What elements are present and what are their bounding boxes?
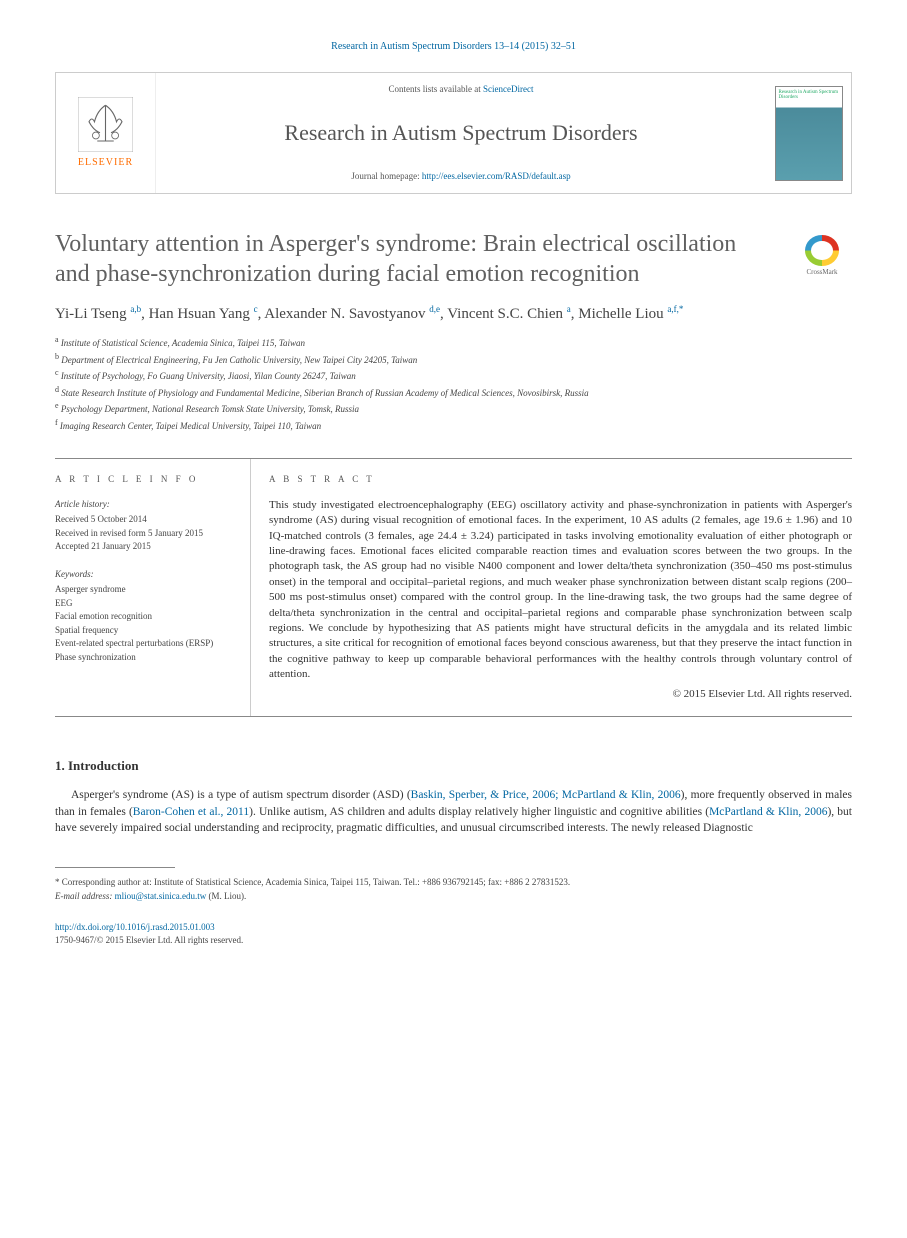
article-info: A R T I C L E I N F O Article history: R…: [55, 459, 250, 716]
doi-link[interactable]: http://dx.doi.org/10.1016/j.rasd.2015.01…: [55, 922, 215, 932]
contents-line: Contents lists available at ScienceDirec…: [389, 83, 534, 96]
journal-header: ELSEVIER Contents lists available at Sci…: [55, 72, 852, 194]
keyword-line: EEG: [55, 597, 232, 611]
affiliation-line: d State Research Institute of Physiology…: [55, 384, 852, 401]
email-label: E-mail address:: [55, 891, 115, 901]
footnote-rule: [55, 867, 175, 868]
info-abstract-row: A R T I C L E I N F O Article history: R…: [55, 458, 852, 717]
abstract-text: This study investigated electroencephalo…: [269, 498, 852, 683]
history-label: Article history:: [55, 498, 232, 512]
keywords-block: Keywords: Asperger syndromeEEGFacial emo…: [55, 568, 232, 665]
affiliation-line: e Psychology Department, National Resear…: [55, 400, 852, 417]
keyword-line: Phase synchronization: [55, 651, 232, 665]
cover-title: Research in Autism Spectrum Disorders: [779, 90, 839, 101]
corresponding-text: * Corresponding author at: Institute of …: [55, 876, 852, 890]
corresponding-author: * Corresponding author at: Institute of …: [55, 876, 852, 903]
article-title: Voluntary attention in Asperger's syndro…: [55, 229, 852, 289]
email-link[interactable]: mliou@stat.sinica.edu.tw: [115, 891, 207, 901]
journal-cover: Research in Autism Spectrum Disorders: [766, 73, 851, 193]
affiliation-line: a Institute of Statistical Science, Acad…: [55, 334, 852, 351]
affiliation-line: c Institute of Psychology, Fo Guang Univ…: [55, 367, 852, 384]
authors: Yi-Li Tseng a,b, Han Hsuan Yang c, Alexa…: [55, 303, 852, 324]
keyword-line: Event-related spectral perturbations (ER…: [55, 637, 232, 651]
abstract-heading: A B S T R A C T: [269, 473, 852, 486]
elsevier-tree-icon: [78, 97, 133, 152]
section-1-heading: 1. Introduction: [55, 757, 852, 775]
issn-line: 1750-9467/© 2015 Elsevier Ltd. All right…: [55, 934, 852, 947]
keyword-line: Spatial frequency: [55, 624, 232, 638]
sciencedirect-link[interactable]: ScienceDirect: [483, 84, 533, 94]
journal-name: Research in Autism Spectrum Disorders: [284, 118, 637, 149]
affiliations: a Institute of Statistical Science, Acad…: [55, 334, 852, 433]
history-line: Accepted 21 January 2015: [55, 540, 232, 554]
section-1-body: Asperger's syndrome (AS) is a type of au…: [55, 787, 852, 837]
keyword-line: Facial emotion recognition: [55, 610, 232, 624]
top-citation: Research in Autism Spectrum Disorders 13…: [55, 40, 852, 54]
crossmark-badge[interactable]: CrossMark: [792, 235, 852, 277]
homepage-prefix: Journal homepage:: [351, 171, 421, 181]
header-center: Contents lists available at ScienceDirec…: [156, 73, 766, 193]
homepage-line: Journal homepage: http://ees.elsevier.co…: [351, 170, 570, 183]
email-suffix: (M. Liou).: [206, 891, 246, 901]
history-line: Received in revised form 5 January 2015: [55, 527, 232, 541]
keyword-line: Asperger syndrome: [55, 583, 232, 597]
article-history: Article history: Received 5 October 2014…: [55, 498, 232, 554]
contents-prefix: Contents lists available at: [389, 84, 483, 94]
affiliation-line: f Imaging Research Center, Taipei Medica…: [55, 417, 852, 434]
article-info-heading: A R T I C L E I N F O: [55, 473, 232, 486]
title-text: Voluntary attention in Asperger's syndro…: [55, 231, 736, 287]
abstract: A B S T R A C T This study investigated …: [250, 459, 852, 716]
crossmark-label: CrossMark: [806, 268, 837, 277]
abstract-copyright: © 2015 Elsevier Ltd. All rights reserved…: [269, 687, 852, 702]
elsevier-name: ELSEVIER: [78, 156, 133, 170]
affiliation-line: b Department of Electrical Engineering, …: [55, 351, 852, 368]
elsevier-logo: ELSEVIER: [56, 73, 156, 193]
keywords-label: Keywords:: [55, 568, 232, 582]
history-line: Received 5 October 2014: [55, 513, 232, 527]
crossmark-icon: [805, 235, 839, 266]
homepage-link[interactable]: http://ees.elsevier.com/RASD/default.asp: [422, 171, 571, 181]
doi-block: http://dx.doi.org/10.1016/j.rasd.2015.01…: [55, 921, 852, 946]
